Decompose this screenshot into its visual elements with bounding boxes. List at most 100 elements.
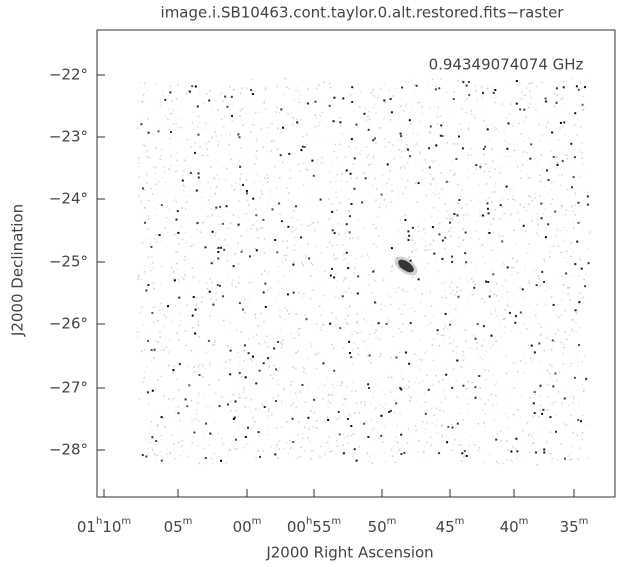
noise-pixel — [243, 193, 245, 196]
noise-pixel — [392, 423, 394, 426]
noise-pixel — [429, 88, 432, 90]
noise-pixel — [429, 289, 431, 292]
noise-pixel — [534, 197, 537, 199]
noise-pixel — [421, 359, 423, 361]
noise-pixel — [504, 317, 506, 319]
noise-pixel — [218, 178, 220, 180]
noise-pixel — [221, 437, 223, 440]
noise-pixel — [271, 414, 273, 416]
source-pixel — [177, 231, 180, 234]
noise-pixel — [398, 412, 400, 415]
noise-pixel — [508, 407, 511, 409]
noise-pixel — [529, 90, 531, 92]
noise-pixel — [301, 261, 303, 264]
noise-pixel — [307, 88, 309, 91]
noise-pixel — [519, 219, 521, 221]
noise-pixel — [486, 183, 488, 185]
noise-pixel — [152, 261, 154, 264]
noise-pixel — [466, 449, 469, 451]
noise-pixel — [560, 401, 563, 404]
noise-pixel — [568, 286, 571, 289]
noise-pixel — [340, 144, 342, 146]
bright-source-halo — [394, 256, 418, 276]
source-pixel — [341, 295, 344, 298]
noise-pixel — [365, 389, 368, 391]
source-pixel — [307, 102, 310, 105]
noise-pixel — [233, 445, 235, 447]
noise-pixel — [405, 197, 407, 199]
noise-pixel — [336, 401, 339, 404]
noise-pixel — [175, 119, 178, 121]
noise-pixel — [357, 219, 360, 222]
noise-pixel — [424, 249, 426, 252]
noise-pixel — [387, 321, 389, 323]
noise-pixel — [449, 342, 451, 345]
noise-pixel — [440, 172, 442, 174]
noise-pixel — [326, 331, 328, 333]
noise-pixel — [386, 293, 388, 295]
noise-pixel — [550, 453, 552, 455]
noise-pixel — [175, 170, 178, 172]
noise-pixel — [260, 190, 262, 192]
noise-pixel — [483, 461, 485, 464]
noise-pixel — [572, 402, 575, 405]
noise-pixel — [267, 286, 269, 288]
noise-pixel — [440, 425, 443, 427]
noise-pixel — [331, 422, 333, 425]
noise-pixel — [487, 399, 489, 401]
noise-pixel — [423, 267, 426, 269]
noise-pixel — [372, 155, 375, 158]
noise-pixel — [445, 252, 447, 254]
noise-pixel — [182, 170, 185, 173]
noise-pixel — [468, 445, 471, 447]
noise-pixel — [415, 401, 418, 404]
noise-pixel — [192, 276, 195, 279]
noise-pixel — [581, 227, 583, 230]
noise-pixel — [471, 294, 474, 296]
noise-pixel — [477, 423, 479, 425]
noise-pixel — [186, 138, 189, 141]
noise-pixel — [464, 329, 467, 331]
noise-pixel — [483, 157, 485, 159]
noise-pixel — [396, 120, 398, 123]
x-tick-value: 05 — [164, 518, 183, 536]
noise-pixel — [517, 370, 519, 373]
source-pixel — [395, 356, 398, 359]
noise-pixel — [296, 152, 299, 154]
noise-pixel — [540, 326, 542, 328]
noise-pixel — [341, 259, 344, 262]
noise-pixel — [295, 396, 298, 399]
noise-pixel — [396, 425, 398, 427]
source-pixel — [407, 230, 410, 233]
noise-pixel — [572, 396, 575, 398]
source-pixel — [234, 400, 237, 403]
noise-pixel — [537, 223, 539, 226]
noise-pixel — [354, 357, 356, 359]
source-pixel — [345, 251, 348, 254]
noise-pixel — [433, 106, 436, 108]
noise-pixel — [512, 266, 515, 269]
noise-pixel — [427, 82, 429, 84]
noise-pixel — [368, 110, 370, 113]
noise-pixel — [415, 429, 417, 432]
source-pixel — [319, 198, 322, 201]
noise-pixel — [471, 261, 473, 264]
noise-pixel — [281, 121, 284, 123]
noise-pixel — [377, 94, 380, 96]
noise-pixel — [451, 444, 454, 446]
noise-pixel — [262, 322, 265, 324]
noise-pixel — [536, 434, 539, 436]
noise-pixel — [551, 461, 553, 464]
noise-pixel — [495, 310, 497, 313]
source-pixel — [273, 347, 275, 350]
noise-pixel — [515, 159, 517, 162]
noise-pixel — [248, 290, 251, 292]
noise-pixel — [364, 107, 366, 109]
noise-pixel — [174, 233, 176, 236]
source-pixel — [277, 341, 280, 343]
noise-pixel — [565, 338, 568, 340]
source-pixel — [338, 433, 341, 436]
noise-pixel — [228, 345, 230, 348]
noise-pixel — [406, 103, 409, 105]
noise-pixel — [231, 119, 233, 122]
